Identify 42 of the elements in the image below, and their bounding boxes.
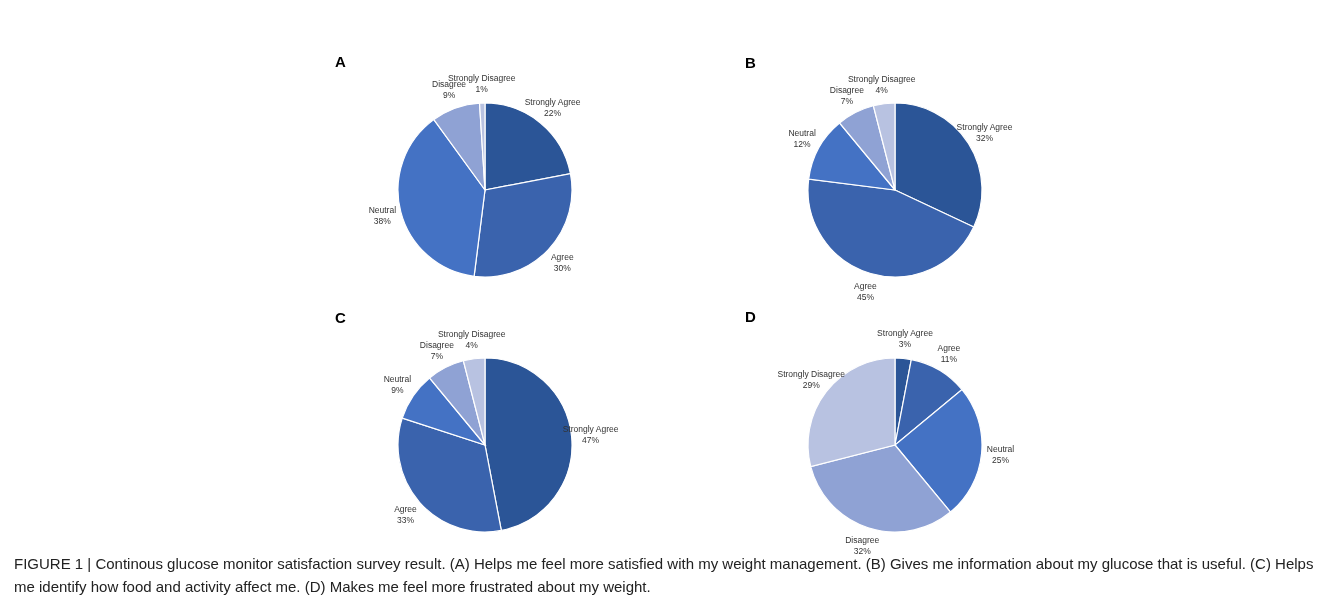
- slice-label: Neutral: [383, 374, 412, 385]
- slice-label: Disagree: [419, 339, 455, 350]
- slice-label: Disagree: [829, 84, 865, 95]
- data-label: 32%: [853, 545, 872, 556]
- slice-label: Neutral: [788, 127, 816, 138]
- data-label: 32%: [975, 133, 994, 144]
- data-label: 22%: [544, 108, 562, 119]
- data-label: 38%: [373, 216, 392, 227]
- data-label: 12%: [793, 138, 812, 149]
- data-label: 1%: [475, 84, 489, 95]
- chart-title: B: [745, 53, 756, 71]
- chart-title: A: [335, 53, 346, 71]
- slice-label: Disagree: [845, 534, 880, 545]
- chart-title: C: [335, 308, 346, 326]
- slice-label: Agree: [394, 504, 418, 515]
- data-label: 9%: [442, 90, 456, 101]
- data-label: 4%: [465, 339, 479, 350]
- slice-label: Strongly Agree: [877, 328, 934, 339]
- data-label: 4%: [875, 84, 889, 95]
- slice-label: Neutral: [368, 205, 397, 216]
- slice-label: Strongly Disagree: [777, 369, 846, 380]
- data-label: 33%: [396, 515, 415, 526]
- data-label: 9%: [391, 385, 404, 396]
- data-label: 7%: [430, 350, 444, 361]
- data-label: 30%: [553, 262, 572, 273]
- caption: FIGURE 1 | Continous glucose monitor satisfaction survey result. (A) Helps me feel more satisfied with my weight management. (B) Gives me information about my glucose that is useful. (C) Helps me identify how food and activity affect me. (D) Makes me feel more frustrated about my weight.: [14, 554, 1315, 597]
- data-label: 3%: [898, 339, 912, 350]
- data-label: 25%: [992, 454, 1010, 465]
- data-label: 45%: [856, 291, 875, 302]
- slice-label: Agree: [550, 251, 574, 262]
- data-label: 11%: [940, 353, 958, 364]
- slice-label: Strongly Agree: [956, 122, 1013, 133]
- slice-label: Agree: [937, 342, 961, 353]
- slice-label: Strongly Disagree: [437, 328, 506, 339]
- data-label: 29%: [802, 380, 821, 391]
- data-label: 7%: [840, 95, 854, 106]
- data-label: 47%: [582, 435, 600, 446]
- slice-label: Agree: [854, 280, 878, 291]
- slice-label: Strongly Agree: [524, 97, 581, 108]
- slice-label: Neutral: [986, 443, 1015, 454]
- chart-title: D: [745, 308, 756, 326]
- slice-label: Strongly Disagree: [847, 73, 916, 84]
